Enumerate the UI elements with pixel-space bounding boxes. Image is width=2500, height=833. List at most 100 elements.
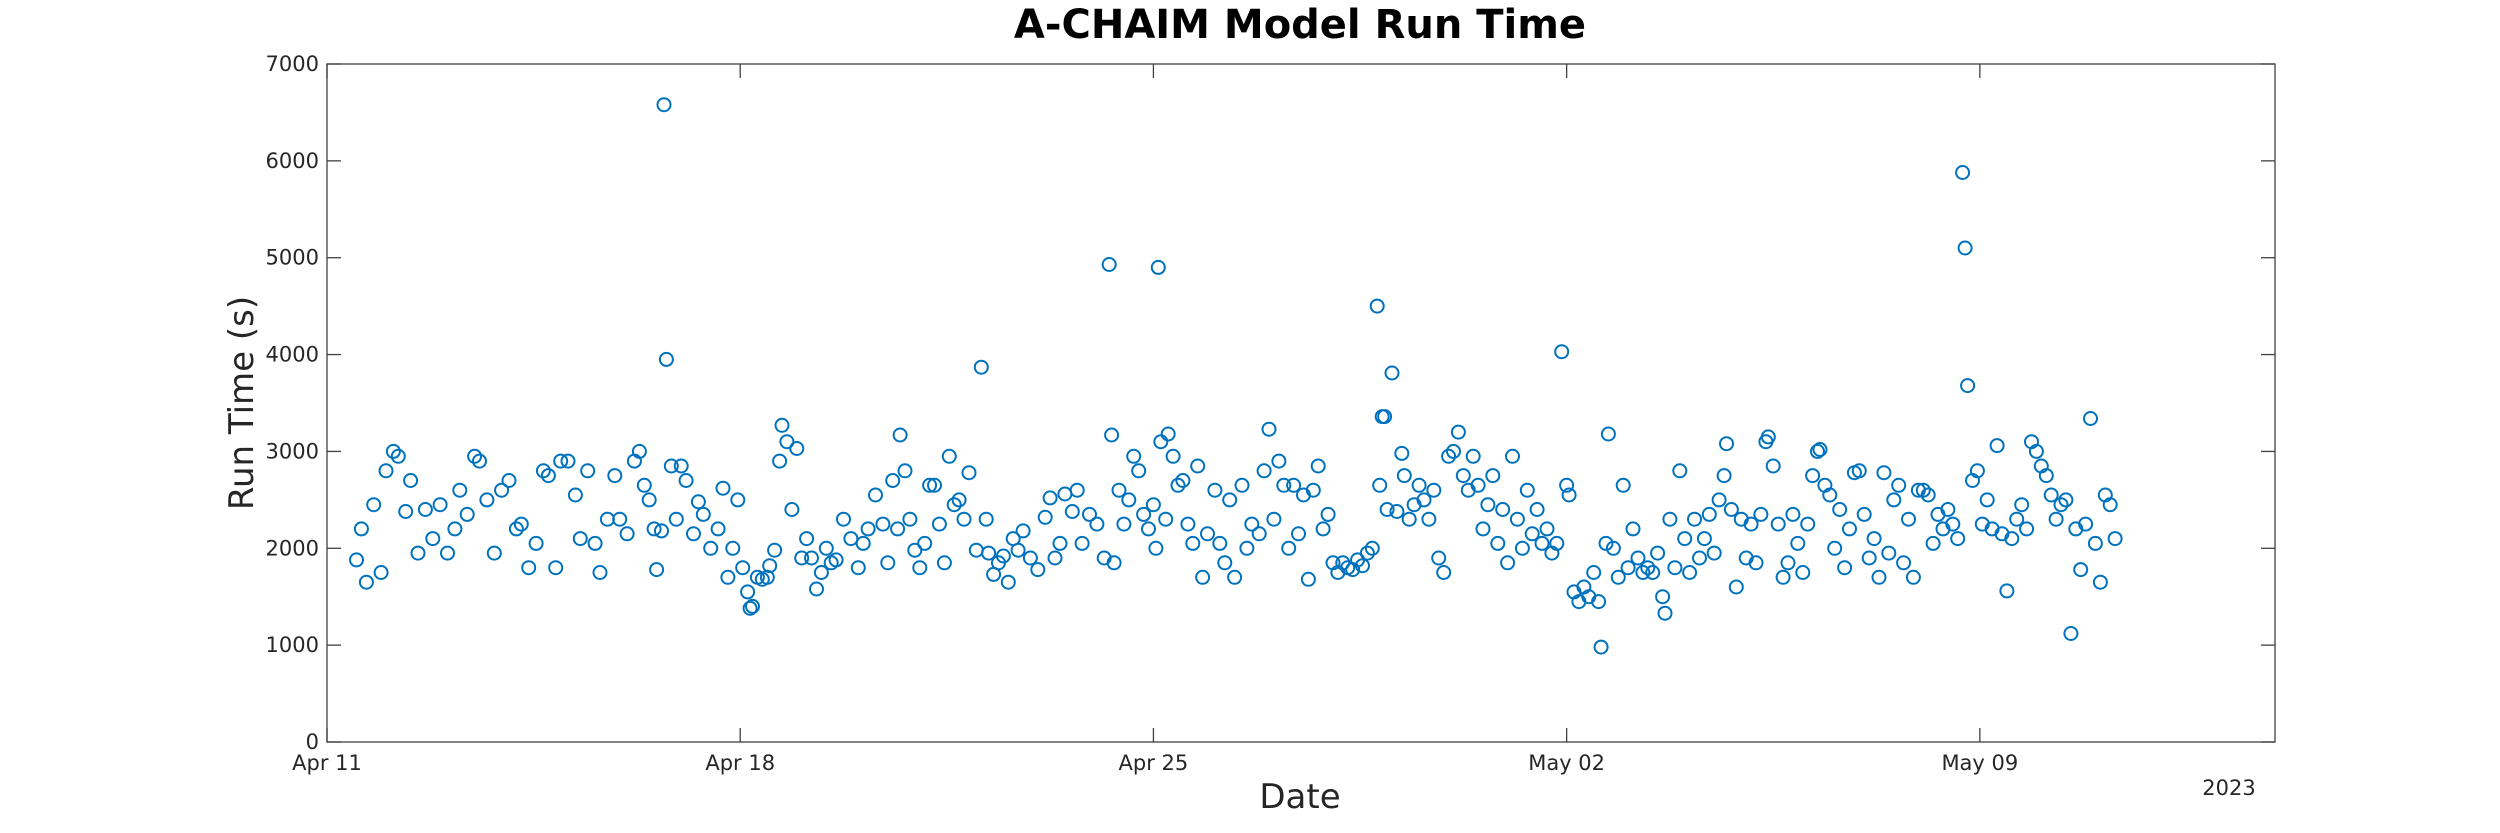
data-point (784, 502, 800, 517)
data-point (762, 558, 778, 574)
data-point (1116, 516, 1132, 532)
data-point (1640, 560, 1656, 576)
data-point (1022, 550, 1038, 566)
data-point (1470, 477, 1486, 493)
data-point (1141, 521, 1156, 537)
data-point (1920, 487, 1936, 503)
data-point (875, 516, 891, 532)
data-point (1384, 365, 1400, 381)
data-point (1106, 555, 1122, 571)
data-point (1696, 531, 1712, 547)
data-point (1266, 511, 1282, 527)
data-point (1170, 477, 1186, 493)
data-point (1441, 448, 1457, 464)
data-point (2048, 511, 2064, 527)
data-point (1805, 468, 1821, 484)
data-point (1687, 511, 1702, 527)
data-point (941, 448, 957, 464)
data-point (607, 468, 623, 484)
data-point (1010, 542, 1026, 558)
x-tick-label: May 02 (1528, 751, 1605, 775)
data-point (715, 480, 731, 496)
data-point (1180, 516, 1196, 532)
data-point (1276, 477, 1292, 493)
data-point (366, 497, 382, 513)
x-axis: Apr 11 Apr 18 Apr 25 May 02 May 09 (292, 64, 2018, 775)
data-point (1896, 555, 1912, 571)
data-point (1832, 502, 1848, 517)
data-point (1645, 565, 1661, 580)
data-point (968, 542, 984, 558)
data-point (373, 565, 389, 580)
data-point (1851, 463, 1867, 479)
data-point (710, 521, 726, 537)
data-point (1753, 506, 1769, 522)
data-point (2087, 535, 2103, 551)
data-point (725, 540, 741, 556)
data-point (403, 473, 419, 488)
data-point (690, 494, 706, 510)
data-point (1465, 448, 1481, 464)
data-point (1396, 468, 1412, 484)
x-tick-label: Apr 25 (1119, 751, 1189, 775)
data-point (1657, 605, 1673, 621)
data-point (1379, 502, 1395, 517)
data-point (931, 516, 947, 532)
data-point (860, 521, 876, 537)
data-point (1586, 565, 1602, 580)
data-point (1519, 482, 1535, 498)
year-label: 2023 (2202, 776, 2255, 800)
data-point (2019, 521, 2035, 537)
data-point (1310, 458, 1326, 474)
data-point (513, 516, 529, 532)
data-point (1790, 535, 1806, 551)
data-point (1222, 492, 1238, 508)
data-point (1401, 511, 1417, 527)
data-point (673, 458, 689, 474)
data-point (1615, 477, 1631, 493)
data-point (927, 477, 942, 493)
data-point (2107, 531, 2123, 547)
data-point (385, 443, 401, 459)
data-point (1364, 540, 1380, 556)
data-point (1261, 421, 1277, 437)
data-point (1822, 487, 1838, 503)
data-point (1677, 531, 1693, 547)
data-point (1915, 482, 1931, 498)
data-point (1227, 569, 1243, 585)
x-tick-label: Apr 11 (292, 751, 362, 775)
plot-area (326, 63, 2276, 743)
data-point (1650, 545, 1666, 561)
data-point (1701, 506, 1717, 522)
data-point (560, 453, 576, 469)
data-point (1069, 482, 1085, 498)
data-point (521, 560, 537, 576)
data-point (772, 453, 788, 469)
data-point (1281, 540, 1297, 556)
data-point (567, 487, 583, 503)
data-point (1856, 506, 1872, 522)
data-point (1524, 526, 1540, 542)
data-point (799, 531, 815, 547)
data-point (1160, 426, 1176, 442)
data-point (658, 351, 674, 367)
data-point (1765, 458, 1781, 474)
data-point (2102, 497, 2118, 513)
data-point (1692, 550, 1707, 566)
data-point (1244, 516, 1260, 532)
data-point (631, 443, 647, 459)
data-point (703, 540, 719, 556)
data-point (973, 359, 989, 375)
data-point (1305, 482, 1321, 498)
data-point (1145, 497, 1161, 513)
data-point (1979, 492, 1995, 508)
data-point (855, 535, 871, 551)
data-point (1359, 545, 1375, 561)
data-point (813, 565, 829, 580)
data-point (1723, 502, 1739, 517)
data-point (922, 477, 938, 493)
data-point (1291, 526, 1306, 542)
data-point (1950, 531, 1966, 547)
y-tick-label: 6000 (266, 149, 319, 173)
data-point (1775, 569, 1791, 585)
